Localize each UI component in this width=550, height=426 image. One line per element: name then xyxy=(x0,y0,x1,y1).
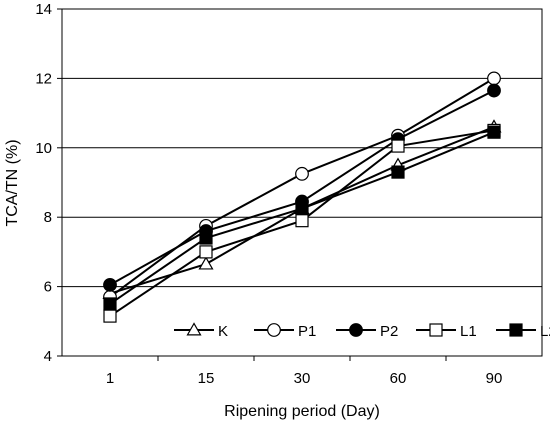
y-tick-label: 4 xyxy=(44,348,52,365)
legend-label: L2 xyxy=(540,323,550,340)
x-axis-ticks: 1 15 30 60 90 xyxy=(106,356,503,387)
series-l2 xyxy=(103,125,501,311)
plot-area-frame xyxy=(61,8,543,357)
data-point-l2 xyxy=(199,231,213,245)
data-point-l2 xyxy=(391,165,405,179)
data-point-l2 xyxy=(103,297,117,311)
data-point-l1 xyxy=(391,139,405,153)
y-tick-label: 6 xyxy=(44,279,52,296)
x-tick-label: 60 xyxy=(390,370,407,387)
y-tick-label: 8 xyxy=(44,209,52,226)
legend-label: P1 xyxy=(298,323,316,340)
data-point-p2 xyxy=(487,83,501,98)
data-point-k xyxy=(198,256,214,270)
legend-marker-p2 xyxy=(349,323,363,337)
data-point-l1 xyxy=(199,245,213,259)
legend: K P1 P2 L1 L2 xyxy=(170,316,550,344)
y-axis-title: TCA/TN (%) xyxy=(4,139,21,226)
data-point-l2 xyxy=(487,125,501,139)
legend-marker-l1 xyxy=(429,323,443,337)
x-tick-label: 90 xyxy=(486,370,503,387)
legend-item-l2: L2 xyxy=(496,323,550,340)
legend-item-p1: P1 xyxy=(254,323,316,340)
data-point-p1 xyxy=(295,166,309,181)
data-point-p1 xyxy=(487,71,501,86)
legend-marker-l2 xyxy=(509,323,523,337)
legend-marker-p1 xyxy=(267,323,281,337)
legend-item-l1: L1 xyxy=(416,323,477,340)
data-point-p2 xyxy=(103,277,117,292)
series-group xyxy=(102,71,502,323)
legend-label: K xyxy=(218,323,228,340)
legend-item-p2: P2 xyxy=(336,323,398,340)
series-line-p2 xyxy=(109,89,495,286)
y-tick-label: 10 xyxy=(35,140,52,157)
x-tick-label: 15 xyxy=(198,370,215,387)
series-p2 xyxy=(103,83,501,292)
data-point-l2 xyxy=(295,201,309,216)
x-tick-label: 30 xyxy=(294,370,311,387)
y-tick-label: 14 xyxy=(35,1,52,18)
x-tick-label: 1 xyxy=(106,370,114,387)
x-axis-title: Ripening period (Day) xyxy=(224,403,380,420)
y-tick-label: 12 xyxy=(35,70,52,87)
y-axis-ticks: 4 6 8 10 12 14 xyxy=(35,1,62,365)
legend-label: L1 xyxy=(460,323,477,340)
legend-marker-k xyxy=(186,322,202,336)
legend-item-k: K xyxy=(174,322,228,340)
data-point-l1 xyxy=(295,214,309,228)
gridlines xyxy=(62,77,542,288)
data-point-l1 xyxy=(103,309,117,323)
legend-label: P2 xyxy=(380,323,398,340)
